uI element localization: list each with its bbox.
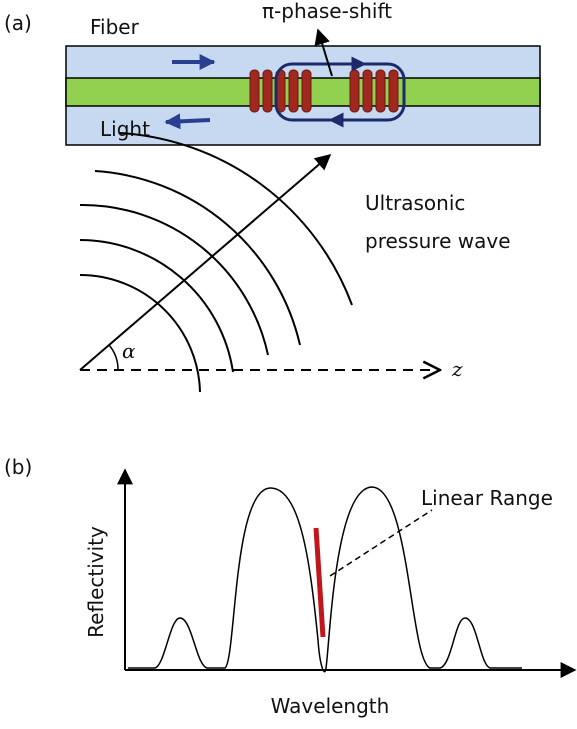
annotation: Linear Range xyxy=(421,486,553,510)
angle-label: α xyxy=(122,339,136,363)
panel-label: (a) xyxy=(4,11,32,35)
light-label: Light xyxy=(100,117,150,141)
y-axis-label: Reflectivity xyxy=(84,526,108,638)
panel-label: (b) xyxy=(4,455,32,479)
figure: (a) Fiber π-phase-shift Light α z Ultras… xyxy=(0,0,577,725)
fiber-label: Fiber xyxy=(90,15,140,39)
light-arrow xyxy=(166,120,210,122)
annotation-line xyxy=(330,510,432,576)
propagation-arrow xyxy=(80,155,330,370)
wave-label: Ultrasonic xyxy=(365,191,465,215)
phase-shift-label: π-phase-shift xyxy=(262,0,392,23)
wave-label: pressure wave xyxy=(365,229,511,253)
spectrum-curve xyxy=(128,487,522,672)
linear-range xyxy=(316,528,323,637)
page: (a) Fiber π-phase-shift Light α z Ultras… xyxy=(0,0,577,725)
axis-label: z xyxy=(451,357,463,381)
x-axis-label: Wavelength xyxy=(271,694,390,718)
angle-arc xyxy=(109,345,118,370)
